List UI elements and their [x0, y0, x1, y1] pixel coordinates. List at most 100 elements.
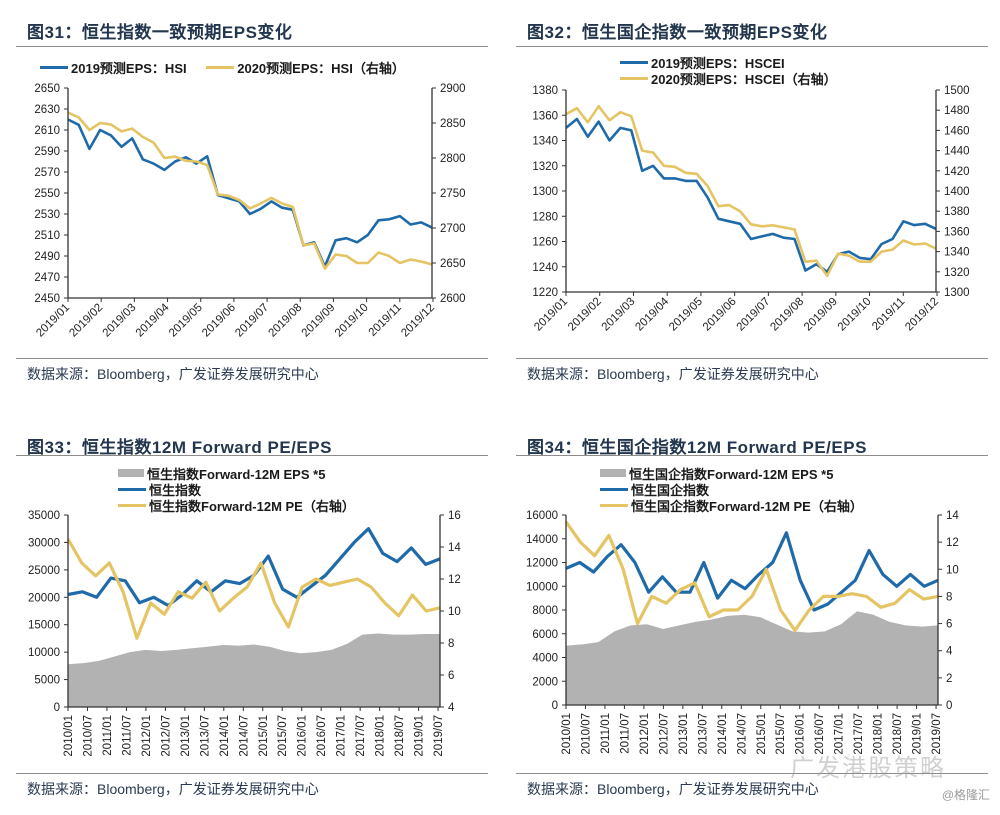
y-tick-label-left: 2650 [34, 83, 60, 95]
x-tick-label: 2019/12 [903, 296, 941, 334]
y-tick-label-left: 15000 [28, 620, 60, 632]
x-tick-label: 2013/07 [697, 713, 709, 755]
divider [16, 773, 488, 774]
divider [516, 358, 988, 359]
legend-label: 恒生指数Forward-12M EPS *5 [147, 466, 326, 482]
legend-item-pe: 恒生国企指数Forward-12M PE（右轴） [600, 497, 863, 514]
x-tick-label: 2019/04 [633, 295, 671, 333]
x-tick-label: 2010/01 [63, 715, 75, 757]
legend: 2019预测EPS：HSCEI 2020预测EPS：HSCEI（右轴） [620, 54, 837, 87]
x-tick-label: 2019/05 [667, 296, 705, 334]
legend-swatch-blue [620, 60, 648, 64]
x-tick-label: 2013/01 [180, 715, 192, 757]
legend-swatch-gold [600, 503, 628, 507]
y-tick-label-right: 2 [946, 673, 952, 685]
x-tick-label: 2019/01 [414, 715, 426, 757]
y-tick-label-left: 1380 [532, 85, 558, 97]
y-tick-label-left: 20000 [28, 592, 60, 604]
y-tick-label-left: 12000 [526, 558, 558, 570]
y-tick-label-right: 10 [448, 606, 461, 618]
x-tick-label: 2013/07 [199, 715, 211, 757]
x-tick-label: 2019/07 [931, 713, 943, 755]
x-tick-label: 2015/01 [756, 713, 768, 755]
y-tick-label-left: 2550 [34, 188, 60, 200]
y-tick-label-right: 2700 [440, 223, 466, 235]
x-tick-label: 2014/07 [736, 713, 748, 755]
x-tick-label: 2019/02 [566, 296, 604, 334]
y-tick-label-right: 2900 [440, 83, 466, 95]
legend-label: 恒生国企指数Forward-12M PE（右轴） [631, 498, 863, 514]
y-tick-label-right: 12 [448, 574, 461, 586]
y-tick-label-right: 8 [448, 638, 454, 650]
y-tick-label-left: 16000 [526, 510, 558, 522]
y-tick-label-right: 2850 [440, 118, 466, 130]
legend-swatch-gray [118, 469, 144, 477]
x-tick-label: 2011/01 [600, 713, 612, 754]
y-tick-label-right: 1420 [944, 166, 970, 178]
x-tick-label: 2016/01 [795, 713, 807, 755]
divider [16, 455, 488, 456]
x-tick-label: 2018/01 [873, 713, 885, 755]
y-tick-label-right: 6 [946, 619, 952, 631]
legend-label: 恒生国企指数 [631, 482, 710, 498]
y-tick-label-right: 4 [946, 646, 953, 658]
panel-fig33: 图33：恒生指数12M Forward PE/EPS 恒生指数Forward-1… [0, 415, 490, 815]
chart-fig34: 0 2000 4000 6000 8000 10000 12000 14000 16000 0 2 4… [526, 510, 959, 755]
x-tick-label: 2018/01 [375, 715, 387, 757]
legend-item-2019: 2019预测EPS：HSI [40, 60, 187, 76]
chart-fig31: 2450 2470 2490 2510 2530 2550 2570 2590 2610 2630… [34, 83, 466, 340]
y-tick-label-right: 1320 [944, 267, 970, 279]
legend-item-index: 恒生国企指数 [600, 481, 863, 498]
y-tick-label-left: 1340 [532, 136, 558, 148]
y-tick-label-right: 1360 [944, 226, 970, 238]
watermark-channel: 广发港股策略 [790, 755, 946, 782]
legend-swatch-gold [206, 66, 235, 69]
x-tick-label: 2013/01 [678, 713, 690, 755]
chart-title: 图31：恒生指数一致预期EPS变化 [27, 23, 293, 42]
y-tick-label-right: 10 [946, 564, 959, 576]
y-tick-label-left: 1220 [532, 287, 558, 299]
legend-label: 恒生国企指数Forward-12M EPS *5 [629, 466, 834, 482]
x-tick-label: 2011/01 [102, 715, 114, 756]
divider [16, 46, 488, 47]
x-tick-label: 2018/07 [892, 713, 904, 755]
y-tick-label-right: 1340 [944, 247, 970, 259]
y-tick-label-left: 1240 [532, 262, 558, 274]
y-tick-label-right: 1460 [944, 125, 970, 137]
divider [516, 773, 988, 774]
source-note: 数据来源：Bloomberg，广发证券发展研究中心 [27, 781, 319, 797]
x-tick-label: 2019/01 [34, 302, 72, 340]
y-tick-label-left: 30000 [28, 537, 60, 549]
legend-item-index: 恒生指数 [118, 481, 355, 498]
legend-label: 2020预测EPS：HSI（右轴） [237, 61, 405, 76]
x-tick-label: 2019/05 [167, 302, 205, 340]
y-tick-label-right: 1400 [944, 186, 970, 198]
y-tick-label-left: 1320 [532, 161, 558, 173]
divider [516, 455, 988, 456]
y-tick-label-left: 4000 [532, 653, 558, 665]
y-tick-label-left: 2590 [34, 146, 60, 158]
y-tick-label-right: 16 [448, 510, 461, 522]
legend-swatch-blue [40, 66, 68, 69]
x-tick-label: 2014/01 [219, 715, 231, 757]
watermark-credit: @格隆汇 [941, 788, 990, 802]
chart-title: 图32：恒生国企指数一致预期EPS变化 [527, 23, 828, 42]
y-tick-label-left: 2000 [532, 676, 558, 688]
x-tick-label: 2019/07 [233, 302, 271, 340]
series-line-right-axis [66, 538, 441, 640]
source-note: 数据来源：Bloomberg，广发证券发展研究中心 [27, 366, 319, 382]
panel-fig31: 图31：恒生指数一致预期EPS变化 2019预测EPS：HSI 2020预测EP… [0, 0, 490, 400]
series-line-left-axis [565, 531, 939, 612]
y-tick-label-right: 1440 [944, 146, 970, 158]
y-tick-label-right: 12 [946, 537, 959, 549]
y-tick-label-left: 2470 [34, 272, 60, 284]
series-area-eps [566, 611, 938, 705]
source-note: 数据来源：Bloomberg，广发证券发展研究中心 [527, 366, 819, 382]
legend-swatch-gold [620, 76, 648, 80]
y-tick-label-left: 2490 [34, 251, 60, 263]
x-tick-label: 2017/07 [853, 713, 865, 755]
x-tick-label: 2019/08 [267, 302, 305, 340]
x-tick-label: 2019/03 [600, 296, 638, 334]
x-tick-label: 2019/08 [768, 296, 806, 334]
x-tick-label: 2017/07 [355, 715, 367, 757]
